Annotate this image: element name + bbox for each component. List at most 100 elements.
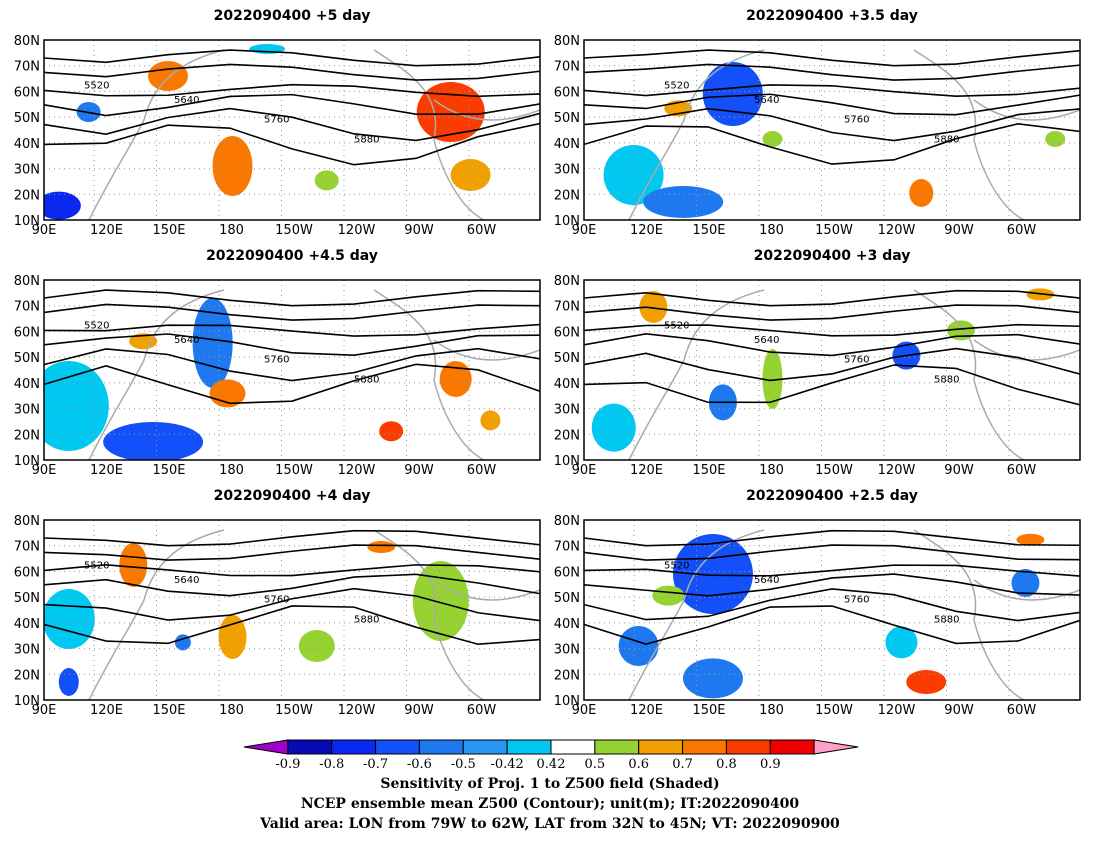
lat-tick-label: 80N <box>554 514 580 529</box>
lon-tick-label: 150E <box>152 223 185 238</box>
coastline <box>373 289 485 460</box>
coastline <box>373 49 485 220</box>
map-plot: 5520 5640 5760 5880 80N 70N 60N 50N 40N 30N 20N 10N… <box>554 34 1081 238</box>
sensitivity-shade <box>44 191 81 220</box>
contour-label: 5880 <box>934 374 959 385</box>
sensitivity-shade <box>1016 533 1045 546</box>
sensitivity-shade <box>379 421 404 442</box>
sensitivity-shade <box>885 626 918 659</box>
lon-tick-label: 90E <box>32 463 57 478</box>
lon-tick-label: 120W <box>878 703 916 718</box>
lon-tick-label: 90E <box>32 223 57 238</box>
coastline <box>913 529 1025 700</box>
lat-tick-label: 50N <box>14 351 40 366</box>
sensitivity-shade <box>480 410 501 431</box>
contour-label: 5520 <box>664 80 689 91</box>
colorbar-swatch <box>550 739 596 755</box>
height-contour <box>584 333 1080 357</box>
height-contour <box>584 564 1080 577</box>
panel-title: 2022090400 +2.5 day <box>746 488 918 504</box>
sensitivity-shade <box>618 626 659 666</box>
lon-tick-label: 120E <box>90 703 123 718</box>
caption-line-2: NCEP ensemble mean Z500 (Contour); unit(… <box>300 796 800 812</box>
sensitivity-shade <box>44 361 109 451</box>
lat-tick-label: 10N <box>14 214 40 229</box>
lat-tick-label: 30N <box>14 163 40 178</box>
lat-tick-label: 40N <box>554 137 580 152</box>
colorbar-tick-label: 0.5 <box>585 757 606 772</box>
lat-tick-label: 60N <box>14 565 40 580</box>
lon-tick-label: 90W <box>944 703 974 718</box>
map-frame <box>583 39 1081 221</box>
height-contour <box>44 83 540 98</box>
contour-label: 5880 <box>934 614 959 625</box>
height-contour <box>44 573 540 597</box>
lon-tick-label: 90W <box>944 223 974 238</box>
coastline <box>88 49 225 220</box>
contour-label: 5640 <box>754 95 779 106</box>
lon-tick-label: 60W <box>1007 223 1037 238</box>
sensitivity-shade <box>639 291 668 323</box>
height-contour <box>44 93 540 117</box>
sensitivity-shade <box>439 361 472 397</box>
coastline <box>913 49 1025 220</box>
lon-tick-label: 90E <box>32 703 57 718</box>
lat-tick-label: 10N <box>554 454 580 469</box>
contour-label: 5760 <box>264 595 289 606</box>
height-contour <box>584 544 1080 561</box>
lat-tick-label: 60N <box>554 565 580 580</box>
lat-tick-label: 50N <box>554 591 580 606</box>
map-frame <box>43 519 541 701</box>
height-contour <box>44 122 540 166</box>
lat-tick-label: 40N <box>14 137 40 152</box>
height-contour <box>44 303 540 321</box>
contour-label: 5880 <box>934 134 959 145</box>
lon-tick-label: 120W <box>878 463 916 478</box>
sensitivity-shade <box>762 349 783 409</box>
caption-line-1: Sensitivity of Proj. 1 to Z500 field (Sh… <box>380 776 720 792</box>
lon-tick-label: 90W <box>944 463 974 478</box>
lat-tick-label: 30N <box>14 643 40 658</box>
contour-label: 5880 <box>354 614 379 625</box>
sensitivity-shade <box>450 159 491 191</box>
lat-tick-label: 70N <box>554 300 580 315</box>
lat-tick-label: 80N <box>14 34 40 49</box>
sensitivity-shade <box>1011 569 1040 597</box>
lon-tick-label: 120E <box>630 703 663 718</box>
lon-tick-label: 90W <box>404 223 434 238</box>
lon-tick-label: 90W <box>404 463 434 478</box>
contour-label: 5520 <box>84 320 109 331</box>
height-contour <box>584 605 1080 645</box>
contour-label: 5760 <box>844 115 869 126</box>
coastline <box>433 339 540 361</box>
lat-tick-label: 80N <box>554 34 580 49</box>
lat-tick-label: 60N <box>554 85 580 100</box>
contour-label: 5520 <box>84 560 109 571</box>
sensitivity-shade <box>906 670 947 694</box>
height-contour <box>44 107 540 142</box>
colorbar-swatch <box>594 739 640 755</box>
sensitivity-shade <box>643 186 724 218</box>
sensitivity-shade <box>298 630 335 662</box>
sensitivity-shade <box>652 585 685 606</box>
lon-tick-label: 60W <box>467 463 497 478</box>
height-contour <box>584 107 1080 142</box>
colorbar-tick-label: -0.5 <box>451 757 476 772</box>
lat-tick-label: 70N <box>554 60 580 75</box>
lat-tick-label: 30N <box>554 643 580 658</box>
map-plot: 5520 5640 5760 5880 80N 70N 60N 50N 40N 30N 20N 10N… <box>14 274 541 478</box>
map-frame <box>583 279 1081 461</box>
height-contour <box>584 588 1080 622</box>
sensitivity-shade <box>591 403 636 452</box>
sensitivity-shade <box>103 422 204 460</box>
lat-tick-label: 20N <box>554 668 580 683</box>
colorbar-swatch <box>769 739 815 755</box>
colorbar-tick-label: -0.9 <box>275 757 300 772</box>
lon-tick-label: 90E <box>572 223 597 238</box>
lon-tick-label: 90E <box>572 463 597 478</box>
height-contour <box>584 84 1080 98</box>
lat-tick-label: 20N <box>554 428 580 443</box>
lat-tick-label: 40N <box>554 617 580 632</box>
height-contour <box>584 323 1080 337</box>
sensitivity-shade <box>416 82 485 142</box>
